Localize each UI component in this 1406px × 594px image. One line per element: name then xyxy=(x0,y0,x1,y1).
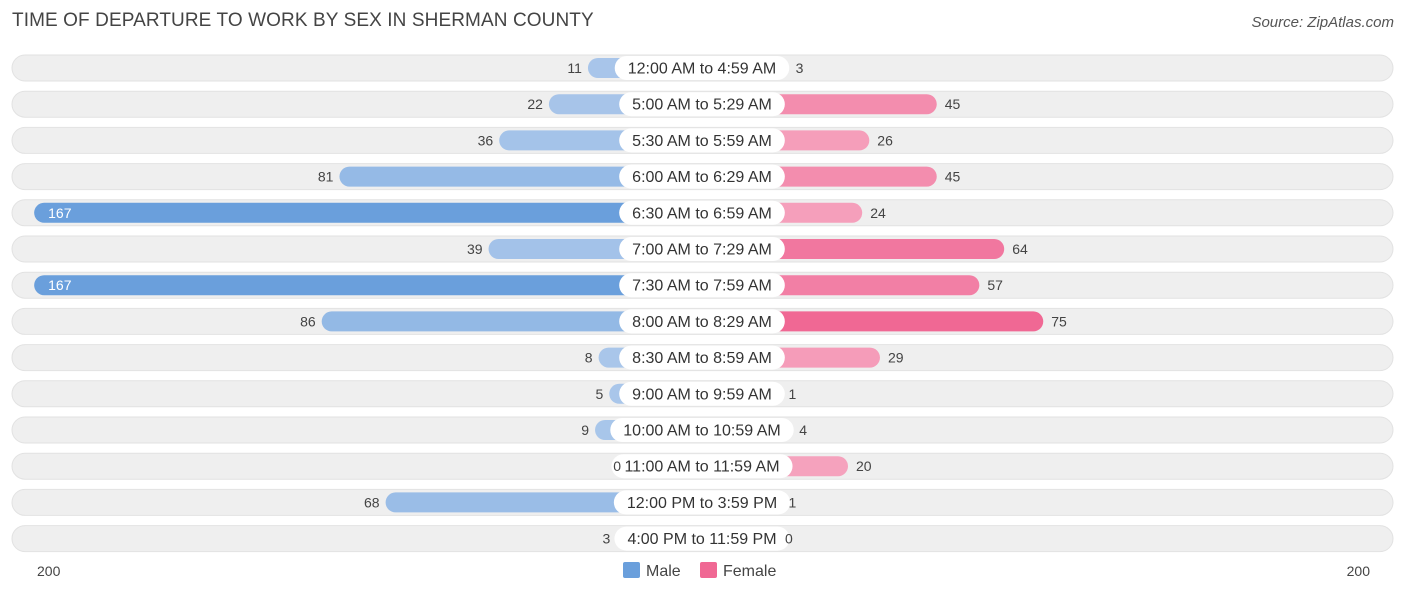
chart-row: 11:00 AM to 11:59 AM0 20 xyxy=(11,452,1394,480)
male-value-label: 36 xyxy=(478,132,494,148)
female-value-label: 3 xyxy=(796,60,804,76)
legend-female-swatch xyxy=(700,562,717,578)
category-label-pill xyxy=(613,490,791,515)
male-bar xyxy=(34,275,702,296)
male-bar xyxy=(34,202,702,223)
female-value-label: 1 xyxy=(789,494,797,510)
category-label-pill xyxy=(619,237,785,261)
male-value-label: 68 xyxy=(364,494,380,510)
chart-row: 9:00 AM to 9:59 AM 5 1 xyxy=(11,380,1394,408)
category-label-pill xyxy=(619,273,785,298)
male-value-label: 11 xyxy=(567,60,582,76)
male-value-label: 86 xyxy=(300,313,316,329)
axis-right-label: 200 xyxy=(1347,563,1371,579)
chart-row: 4:00 PM to 11:59 PM 3 0 xyxy=(11,525,1394,553)
female-value-label: 75 xyxy=(1051,313,1067,329)
chart-row: 8:30 AM to 8:59 AM 8 29 xyxy=(11,344,1394,372)
category-label-pill xyxy=(619,200,785,225)
category-label-pill xyxy=(614,526,790,551)
male-bar xyxy=(339,166,702,187)
category-label: 5:30 AM to 5:59 AM xyxy=(632,133,772,150)
legend-male-label: Male xyxy=(646,563,681,580)
category-label: 12:00 PM to 3:59 PM xyxy=(627,495,777,512)
female-value-label: 57 xyxy=(987,277,1003,293)
male-value-label: 167 xyxy=(48,277,72,293)
female-value-label: 4 xyxy=(799,422,807,438)
category-label-pill xyxy=(611,454,793,479)
category-label-pill xyxy=(610,418,794,442)
category-label: 6:30 AM to 6:59 AM xyxy=(632,205,772,222)
female-value-label: 64 xyxy=(1012,241,1028,257)
chart-row: 12:00 PM to 3:59 PM 68 1 xyxy=(11,488,1394,516)
female-value-label: 29 xyxy=(888,350,904,366)
female-value-label: 26 xyxy=(877,132,893,148)
female-bar xyxy=(702,311,1044,332)
chart-source: Source: ZipAtlas.com xyxy=(1251,14,1394,31)
female-value-label: 1 xyxy=(789,386,797,402)
category-label: 7:30 AM to 7:59 AM xyxy=(632,278,772,295)
category-label-pill xyxy=(619,128,785,153)
chart-row: 7:30 AM to 7:59 AM 167 57 xyxy=(11,271,1394,299)
category-label: 9:00 AM to 9:59 AM xyxy=(632,386,772,403)
category-label: 7:00 AM to 7:29 AM xyxy=(632,242,772,259)
legend-male-swatch xyxy=(623,562,640,578)
chart-row: 5:30 AM to 5:59 AM 36 26 xyxy=(11,126,1394,154)
legend: Male Female xyxy=(623,562,776,580)
female-value-label: 45 xyxy=(945,169,961,185)
male-value-label: 0 xyxy=(613,458,621,474)
category-label: 10:00 AM to 10:59 AM xyxy=(623,423,780,440)
chart-row: 10:00 AM to 10:59 AM 9 4 xyxy=(11,416,1394,444)
chart-row: 8:00 AM to 8:29 AM 86 75 xyxy=(11,307,1394,335)
male-value-label: 5 xyxy=(595,386,603,402)
category-label: 6:00 AM to 6:29 AM xyxy=(632,169,772,186)
category-label: 11:00 AM to 11:59 AM xyxy=(624,459,779,476)
female-value-label: 24 xyxy=(870,205,886,221)
male-value-label: 9 xyxy=(581,422,589,438)
chart-title: TIME OF DEPARTURE TO WORK BY SEX IN SHER… xyxy=(12,10,594,31)
male-value-label: 39 xyxy=(467,241,483,257)
chart-row: 5:00 AM to 5:29 AM 22 45 xyxy=(11,90,1394,118)
male-value-label: 81 xyxy=(318,169,334,185)
category-label-pill xyxy=(619,381,785,406)
female-value-label: 0 xyxy=(785,531,793,547)
female-value-label: 20 xyxy=(856,458,872,474)
category-label-pill xyxy=(614,56,790,80)
category-label-pill xyxy=(619,345,785,370)
axis-left-label: 200 xyxy=(37,563,61,579)
chart-row: 6:00 AM to 6:29 AM 81 45 xyxy=(11,163,1394,191)
category-label: 4:00 PM to 11:59 PM xyxy=(627,531,776,548)
chart-row: 7:00 AM to 7:29 AM 39 64 xyxy=(11,235,1394,263)
category-label: 8:30 AM to 8:59 AM xyxy=(632,350,772,367)
female-value-label: 45 xyxy=(945,96,961,112)
male-value-label: 3 xyxy=(603,531,611,547)
chart-row: 12:00 AM to 4:59 AM 11 3 xyxy=(11,54,1394,82)
male-value-label: 22 xyxy=(527,96,543,112)
category-label-pill xyxy=(619,164,785,189)
male-value-label: 8 xyxy=(585,350,593,366)
category-label: 12:00 AM to 4:59 AM xyxy=(628,61,777,78)
legend-female-label: Female xyxy=(723,563,776,580)
male-bar xyxy=(321,311,702,332)
category-label-pill xyxy=(619,309,785,334)
category-label-pill xyxy=(619,92,785,117)
chart-row: 6:30 AM to 6:59 AM 167 24 xyxy=(11,199,1394,227)
category-label: 8:00 AM to 8:29 AM xyxy=(632,314,772,331)
category-label: 5:00 AM to 5:29 AM xyxy=(632,97,772,114)
male-value-label: 167 xyxy=(48,205,72,221)
